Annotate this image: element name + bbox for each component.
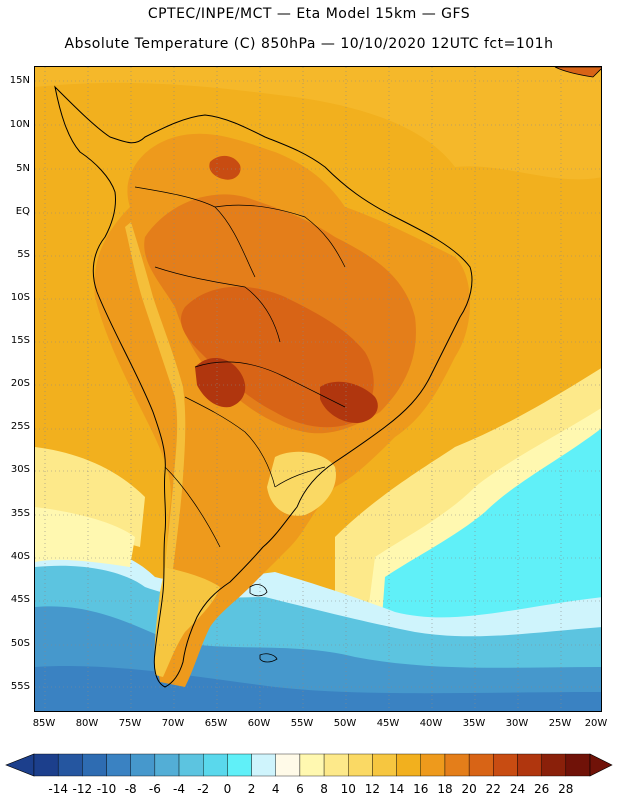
chaco-hotspot bbox=[195, 357, 246, 408]
lat-label: 10S bbox=[10, 292, 30, 303]
coastline bbox=[54, 85, 473, 688]
colorbar-tick-label: 16 bbox=[413, 782, 429, 796]
colorbar-cell bbox=[493, 753, 518, 777]
colorbar-cell bbox=[106, 753, 131, 777]
north-hotspot bbox=[209, 155, 241, 180]
map-title-line2: Absolute Temperature (C) 850hPa — 10/10/… bbox=[64, 36, 554, 52]
colorbar-cell bbox=[348, 753, 373, 777]
lon-label: 25W bbox=[548, 718, 572, 729]
lat-label: 5S bbox=[17, 249, 30, 260]
colorbar-tick-label: 28 bbox=[558, 782, 574, 796]
uruguay-cool-field bbox=[267, 451, 336, 516]
colorbar-cell bbox=[57, 753, 83, 777]
colorbar-tick-label: 18 bbox=[437, 782, 453, 796]
colorbar-tick-label: 2 bbox=[247, 782, 256, 796]
colorbar-cell bbox=[372, 753, 397, 777]
colorbar-cell bbox=[517, 753, 542, 777]
patagonia-field bbox=[154, 567, 220, 677]
lon-label: 45W bbox=[376, 718, 400, 729]
map-title-line1: CPTEC/INPE/MCT — Eta Model 15km — GFS bbox=[147, 6, 471, 22]
colorbar-tick-label: -12 bbox=[72, 782, 93, 796]
colorbar-tick-label: 22 bbox=[485, 782, 501, 796]
lon-label: 30W bbox=[505, 718, 529, 729]
south-islands bbox=[259, 653, 278, 663]
colorbar-cell bbox=[33, 753, 59, 777]
colorbar-cell bbox=[299, 753, 325, 777]
country-borders bbox=[134, 186, 346, 548]
lat-label: 5N bbox=[16, 163, 30, 174]
colorbar-tick-label: 26 bbox=[534, 782, 550, 796]
lat-label: 15S bbox=[10, 335, 30, 346]
lat-label: 30S bbox=[10, 464, 30, 475]
colorbar-tick-label: -2 bbox=[197, 782, 210, 796]
colorbar-tick-label: 0 bbox=[223, 782, 232, 796]
colorbar-cell bbox=[82, 753, 107, 777]
colorbar-cell bbox=[227, 753, 252, 777]
lat-label: 50S bbox=[10, 638, 30, 649]
colorbar-tick-label: -10 bbox=[96, 782, 117, 796]
lat-label: 20S bbox=[10, 378, 30, 389]
colorbar-cell bbox=[203, 753, 228, 777]
lat-label: 45S bbox=[10, 594, 30, 605]
southeast-hotspot bbox=[320, 381, 378, 423]
lat-label: 15N bbox=[9, 75, 30, 86]
colorbar-arrow-low bbox=[5, 753, 35, 777]
lon-label: 65W bbox=[204, 718, 228, 729]
colorbar-tick-label: -4 bbox=[173, 782, 185, 796]
lon-label: 35W bbox=[462, 718, 486, 729]
lon-label: 85W bbox=[32, 718, 56, 729]
colorbar-tick-label: 4 bbox=[271, 782, 280, 796]
map-area bbox=[34, 66, 602, 712]
colorbar-tick-label: 6 bbox=[296, 782, 304, 796]
lon-label: 40W bbox=[419, 718, 443, 729]
colorbar-cell bbox=[565, 753, 591, 777]
colorbar-cell bbox=[541, 753, 567, 777]
lon-label: 55W bbox=[290, 718, 314, 729]
colorbar-cell bbox=[154, 753, 180, 777]
colorbar-cell bbox=[275, 753, 301, 777]
colorbar-cell bbox=[130, 753, 156, 777]
lon-label: 60W bbox=[247, 718, 271, 729]
colorbar-cell bbox=[444, 753, 470, 777]
colorbar-cell bbox=[178, 753, 204, 777]
lat-label: 55S bbox=[10, 681, 30, 692]
lat-label: 40S bbox=[10, 551, 30, 562]
temperature-map bbox=[35, 67, 601, 711]
lon-label: 50W bbox=[333, 718, 357, 729]
malvinas-islands bbox=[249, 584, 268, 597]
lat-label: 35S bbox=[10, 508, 30, 519]
lat-label: EQ bbox=[15, 206, 30, 217]
colorbar-tick-label: 14 bbox=[388, 782, 405, 796]
colorbar-tick-label: -14 bbox=[48, 782, 68, 796]
lon-label: 80W bbox=[75, 718, 99, 729]
lon-label: 75W bbox=[118, 718, 142, 729]
africa-corner bbox=[554, 67, 601, 78]
colorbar-tick-label: 8 bbox=[320, 782, 328, 796]
graticule bbox=[35, 67, 601, 711]
north-ocean-field bbox=[35, 67, 601, 180]
colorbar-tick-label: 20 bbox=[461, 782, 477, 796]
colorbar-tick-label: 10 bbox=[340, 782, 356, 796]
colorbar-tick-label: 12 bbox=[364, 782, 381, 796]
colorbar-cell bbox=[420, 753, 446, 777]
colorbar-tick-label: -6 bbox=[148, 782, 161, 796]
colorbar-cell bbox=[468, 753, 494, 777]
lon-label: 20W bbox=[584, 718, 608, 729]
colorbar-arrow-high bbox=[589, 753, 613, 777]
lat-label: 25S bbox=[10, 421, 30, 432]
colorbar bbox=[5, 753, 613, 777]
colorbar-tick-label: -8 bbox=[124, 782, 137, 796]
colorbar-cell bbox=[251, 753, 276, 777]
lon-label: 70W bbox=[161, 718, 185, 729]
colorbar-cell bbox=[396, 753, 421, 777]
pacific-pale-field bbox=[35, 507, 135, 567]
colorbar-cell bbox=[323, 753, 349, 777]
colorbar-tick-label: 24 bbox=[509, 782, 526, 796]
lat-label: 10N bbox=[9, 119, 30, 130]
